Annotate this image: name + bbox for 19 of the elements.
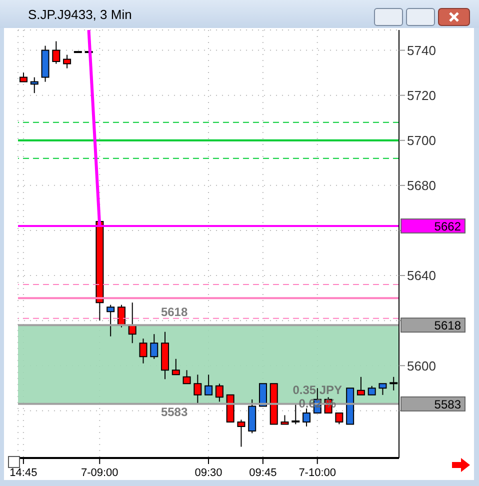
ref-line-label: 5662 <box>434 219 462 234</box>
x-tick-label: 09:30 <box>194 467 222 479</box>
y-tick-label: 5680 <box>407 178 436 194</box>
y-tick-label: 5740 <box>407 42 436 58</box>
ref-line-label: 5583 <box>434 397 462 412</box>
annotation: 0.35 JPY <box>292 383 342 398</box>
chart-title: S.JP.J9433, 3 Min <box>28 7 132 22</box>
x-tick-label: 09:45 <box>249 467 277 479</box>
ref-line-label: 5618 <box>434 318 462 333</box>
x-tick-label: 14:45 <box>10 467 38 479</box>
annotation: 5618 <box>160 305 188 320</box>
y-tick-label: 5700 <box>407 132 436 148</box>
y-tick-label: 5600 <box>407 358 436 374</box>
y-tick-label: 5720 <box>407 88 436 103</box>
annotation: 5583 <box>160 404 188 419</box>
annotation: 0.62 % <box>298 396 336 411</box>
x-tick-label: 7-09:00 <box>80 467 118 479</box>
x-tick-label: 7-10:00 <box>298 467 336 479</box>
y-tick-label: 5640 <box>407 268 436 284</box>
